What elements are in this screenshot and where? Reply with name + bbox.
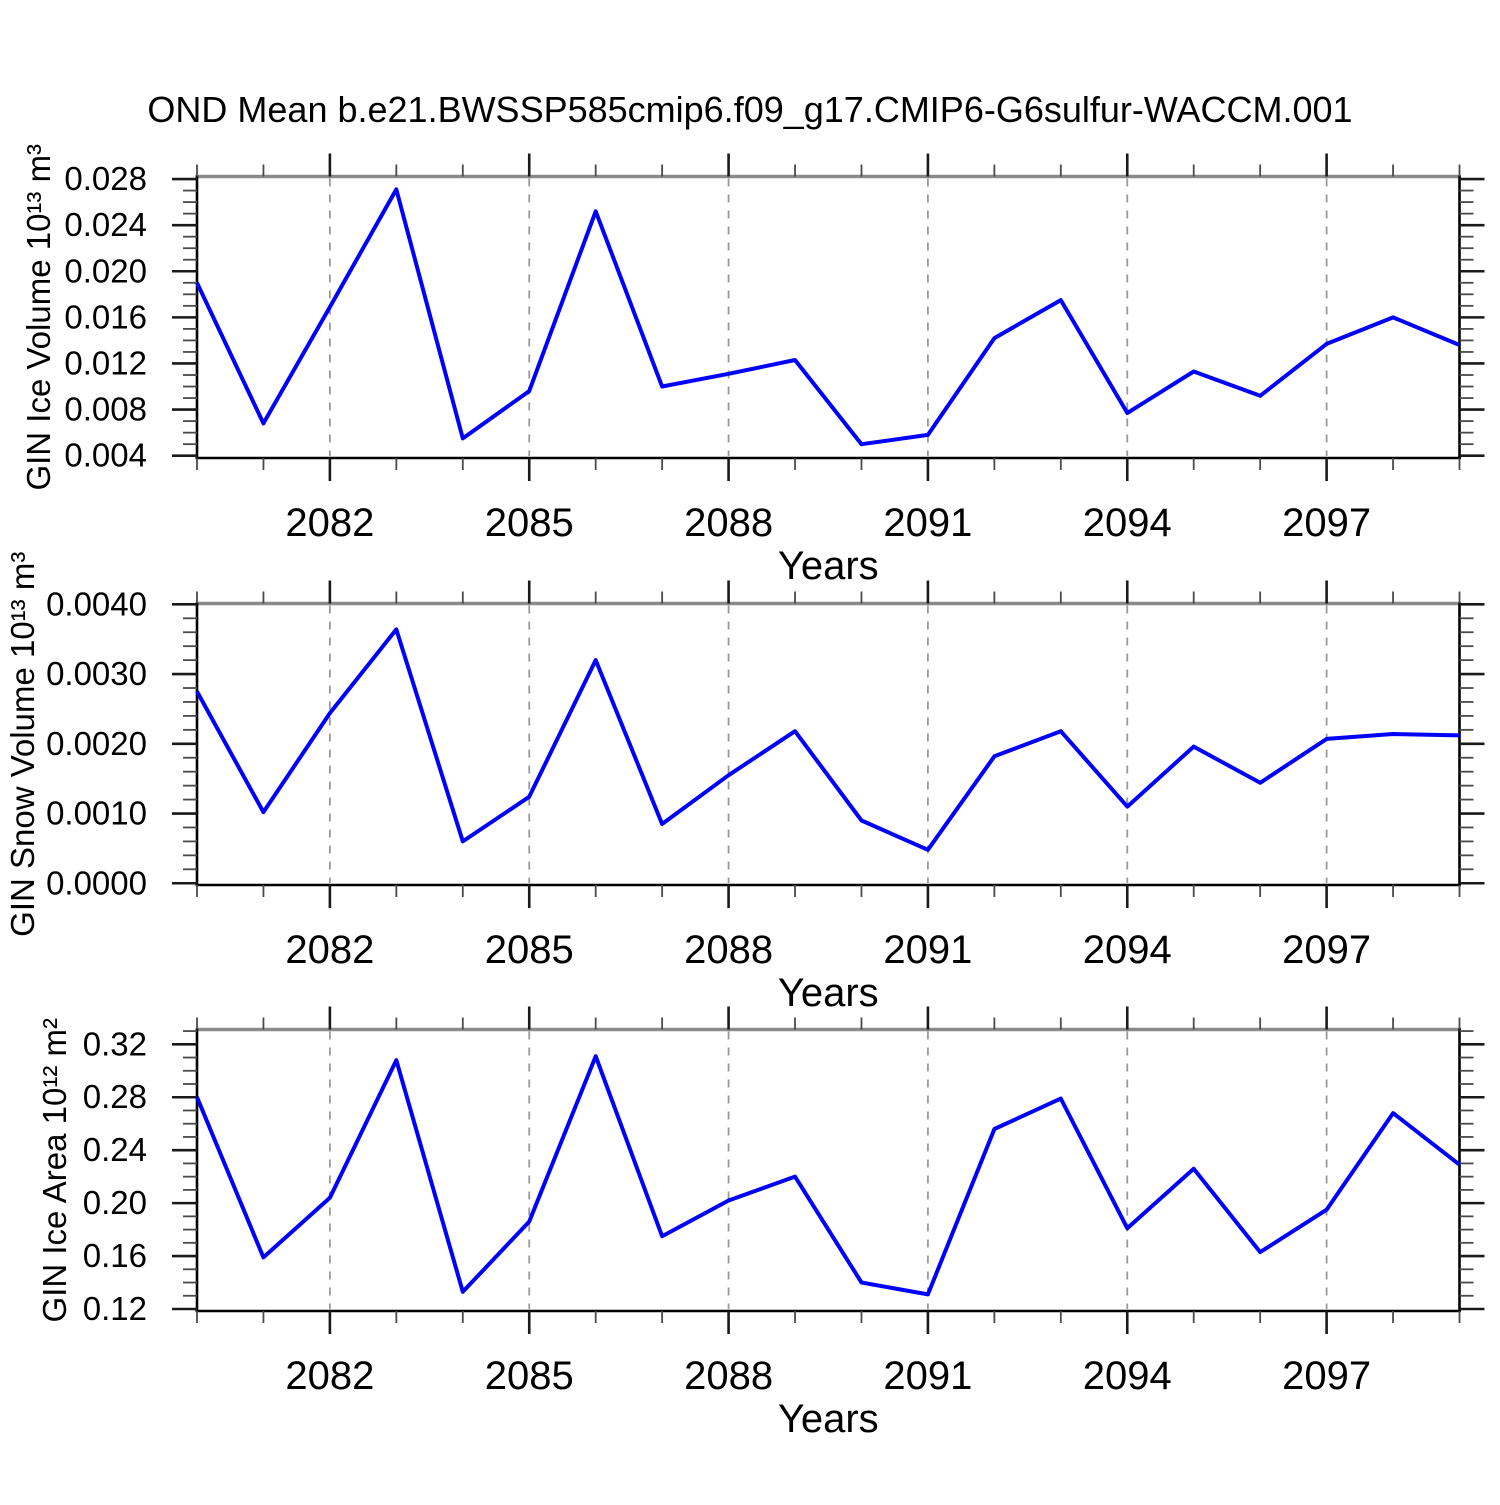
x-tick-label: 2094: [1083, 1354, 1172, 1398]
x-tick-label: 2094: [1083, 928, 1172, 972]
y-tick-label: 0.0010: [46, 795, 147, 832]
x-tick-label: 2082: [285, 501, 374, 545]
panel-gin-ice-area: 2082 2085 2088 2091 2094 2097 0.12 0.16 0.20 0.24…: [36, 1006, 1485, 1441]
y-axis-title: GIN Ice Volume 10¹³ m³: [20, 144, 57, 491]
x-axis: 2082 2085 2088 2091 2094 2097: [196, 153, 1461, 545]
x-axis-title: Years: [778, 544, 879, 588]
panel-gin-snow-volume: 2082 2085 2088 2091 2094 20970.00000.00100.00…: [4, 552, 1485, 1015]
y-tick-label: 0.016: [64, 298, 147, 335]
y-tick-label: 0.020: [64, 252, 147, 289]
x-tick-label: 2085: [485, 501, 574, 545]
chart-title: OND Mean b.e21.BWSSP585cmip6.f09_g17.CMI…: [147, 89, 1353, 130]
y-tick-label: 0.024: [64, 206, 147, 243]
y-axis: 0.0000 0.0010 0.0020 0.0030 0.0040: [46, 585, 1485, 901]
data-line-gin-ice-area: [195, 1054, 1461, 1297]
x-axis-title: Years: [778, 1397, 879, 1441]
y-tick-label: 0.12: [83, 1290, 147, 1327]
y-tick-label: 0.28: [83, 1078, 147, 1115]
data-line-gin-ice-volume: [195, 187, 1461, 447]
y-tick-label: 0.20: [83, 1184, 147, 1221]
y-tick-label: 0.0040: [46, 585, 147, 622]
x-tick-label: 2082: [285, 928, 374, 972]
x-tick-label: 2094: [1083, 501, 1172, 545]
x-axis: 2082 2085 2088 2091 2094 2097: [196, 1006, 1461, 1398]
y-tick-label: 0.028: [64, 160, 147, 197]
x-tick-label: 2088: [684, 1354, 773, 1398]
x-tick-label: 2097: [1282, 501, 1371, 545]
x-axis: 2082 2085 2088 2091 2094 2097: [196, 580, 1461, 972]
y-axis-title: GIN Ice Area 10¹² m²: [36, 1018, 73, 1322]
x-tick-label: 2088: [684, 501, 773, 545]
x-tick-label: 2097: [1282, 1354, 1371, 1398]
y-tick-label: 0.0020: [46, 725, 147, 762]
y-tick-label: 0.008: [64, 391, 147, 428]
y-tick-label: 0.012: [64, 344, 147, 381]
x-tick-label: 2082: [285, 1354, 374, 1398]
data-line-gin-snow-volume: [195, 627, 1460, 852]
x-tick-label: 2088: [684, 928, 773, 972]
y-tick-label: 0.32: [83, 1025, 147, 1062]
y-tick-label: 0.0000: [46, 864, 147, 901]
x-tick-label: 2085: [485, 1354, 574, 1398]
y-tick-label: 0.004: [64, 437, 147, 474]
y-tick-label: 0.16: [83, 1237, 147, 1274]
x-tick-label: 2091: [883, 501, 972, 545]
y-axis-title: GIN Snow Volume 10¹³ m³: [4, 552, 41, 937]
x-tick-label: 2085: [485, 928, 574, 972]
x-tick-label: 2091: [883, 928, 972, 972]
x-tick-label: 2097: [1282, 928, 1371, 972]
x-tick-label: 2091: [883, 1354, 972, 1398]
y-axis: 0.12 0.16 0.20 0.24 0.28 0.32: [83, 1025, 1485, 1327]
y-tick-label: 0.0030: [46, 655, 147, 692]
y-axis: 0.004 0.008 0.012 0.016 0.020 0.024 0.028: [64, 160, 1485, 474]
y-tick-label: 0.24: [83, 1131, 147, 1168]
x-axis-title: Years: [778, 971, 879, 1015]
panel-gin-ice-volume: 2082 2085 2088 2091 2094 20970.0040.0080.0120…: [20, 144, 1485, 588]
